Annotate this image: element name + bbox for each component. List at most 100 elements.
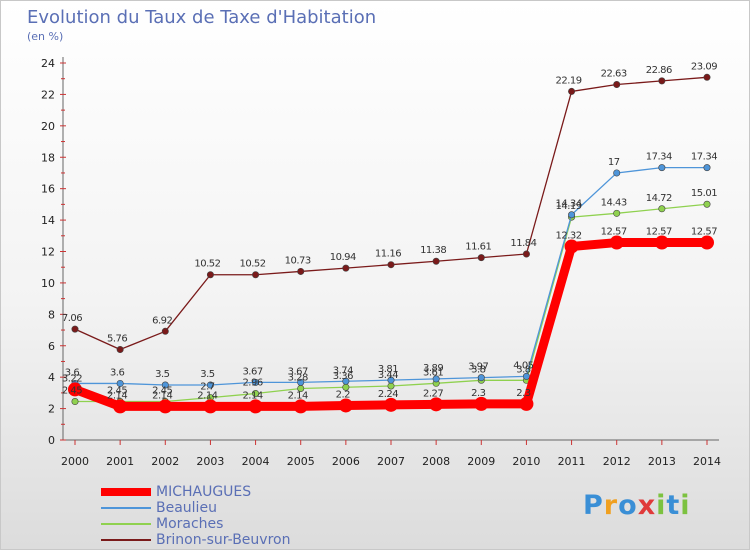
data-label: 22.63 — [601, 69, 627, 80]
data-point — [113, 399, 128, 414]
data-label: 14.72 — [646, 193, 672, 204]
data-label: 10.73 — [285, 255, 311, 266]
data-point — [293, 399, 308, 414]
data-point — [658, 164, 666, 172]
data-label: 3.6 — [110, 367, 125, 378]
y-tick-label: 10 — [41, 277, 55, 290]
data-point — [474, 396, 489, 411]
y-tick-label: 22 — [41, 88, 55, 101]
data-label: 2.45 — [107, 386, 127, 397]
logo-letter: i — [656, 490, 667, 521]
y-tick-label: 20 — [41, 120, 55, 133]
data-label: 22.86 — [646, 65, 672, 76]
data-label: 5.76 — [107, 334, 127, 345]
data-label: 3.8 — [516, 364, 531, 375]
data-point — [71, 398, 79, 406]
data-label: 4.05 — [513, 360, 533, 371]
data-point — [387, 261, 395, 269]
data-point — [703, 200, 711, 208]
x-tick-label: 2008 — [422, 455, 450, 468]
data-label: 11.84 — [510, 238, 536, 249]
data-label: 3.22 — [62, 373, 82, 384]
data-point — [342, 264, 350, 272]
legend-swatch — [101, 507, 151, 509]
data-label: 15.01 — [691, 188, 717, 199]
x-tick-label: 2005 — [287, 455, 315, 468]
data-label: 2.3 — [471, 388, 486, 399]
data-label: 12.57 — [646, 227, 672, 238]
data-point — [248, 399, 263, 414]
x-tick-label: 2014 — [693, 455, 721, 468]
data-label: 12.57 — [691, 227, 717, 238]
data-point — [609, 235, 624, 250]
x-tick-label: 2013 — [648, 455, 676, 468]
data-label: 2.14 — [107, 390, 127, 401]
data-label: 12.57 — [601, 227, 627, 238]
data-label: 2.14 — [242, 390, 262, 401]
y-tick-label: 16 — [41, 183, 55, 196]
data-point — [477, 254, 485, 262]
data-point — [477, 374, 485, 382]
data-label: 3.28 — [288, 372, 308, 383]
data-point — [613, 209, 621, 217]
y-tick-label: 24 — [41, 57, 55, 70]
data-point — [116, 379, 124, 387]
data-label: 2.7 — [200, 382, 215, 393]
data-point — [206, 271, 214, 279]
x-tick-label: 2009 — [467, 455, 495, 468]
data-point — [297, 378, 305, 386]
x-tick-label: 2006 — [332, 455, 360, 468]
data-label: 10.52 — [240, 259, 266, 270]
data-label: 3.36 — [333, 371, 353, 382]
data-label: 12.32 — [556, 230, 582, 241]
logo-letter: o — [618, 490, 638, 521]
data-point — [71, 325, 79, 333]
data-point — [613, 169, 621, 177]
data-label: 3.5 — [200, 369, 215, 380]
data-point — [252, 390, 260, 398]
data-point — [658, 77, 666, 85]
data-label: 10.52 — [194, 259, 220, 270]
y-tick-label: 14 — [41, 214, 55, 227]
data-point — [429, 397, 444, 412]
data-label: 6.92 — [152, 315, 172, 326]
data-point — [387, 376, 395, 384]
data-point — [568, 87, 576, 95]
data-label: 2.27 — [423, 388, 443, 399]
data-label: 3.89 — [423, 363, 443, 374]
data-label: 2.96 — [242, 378, 262, 389]
data-point — [654, 235, 669, 250]
chart-title: Evolution du Taux de Taxe d'Habitation — [27, 7, 377, 28]
y-tick-label: 4 — [48, 371, 55, 384]
data-point — [338, 398, 353, 413]
data-point — [700, 235, 714, 250]
chart-subtitle: (en %) — [27, 30, 64, 43]
x-tick-label: 2002 — [151, 455, 179, 468]
x-tick-label: 2004 — [242, 455, 270, 468]
data-label: 10.94 — [330, 252, 356, 263]
legend-swatch — [101, 539, 151, 541]
data-label: 2.14 — [152, 390, 172, 401]
data-label: 14.43 — [601, 197, 627, 208]
data-label: 2.3 — [516, 388, 531, 399]
data-label: 2.24 — [378, 389, 398, 400]
data-point — [252, 378, 260, 386]
legend-label: Moraches — [156, 516, 224, 532]
proxiti-logo: Proxiti — [583, 490, 691, 521]
data-label: 23.09 — [691, 61, 717, 72]
data-label: 17.34 — [691, 152, 717, 163]
legend-label: Beaulieu — [156, 500, 217, 516]
x-tick-label: 2000 — [61, 455, 89, 468]
data-label: 3.5 — [155, 369, 170, 380]
data-label: 2.14 — [197, 390, 217, 401]
data-label: 3.44 — [378, 370, 398, 381]
data-point — [522, 250, 530, 258]
data-label: 3.61 — [423, 367, 443, 378]
data-point — [564, 239, 579, 254]
data-label: 3.8 — [471, 364, 486, 375]
y-tick-label: 18 — [41, 151, 55, 164]
legend-swatch — [101, 523, 151, 525]
y-tick-label: 6 — [48, 340, 55, 353]
data-label: 11.38 — [420, 245, 446, 256]
